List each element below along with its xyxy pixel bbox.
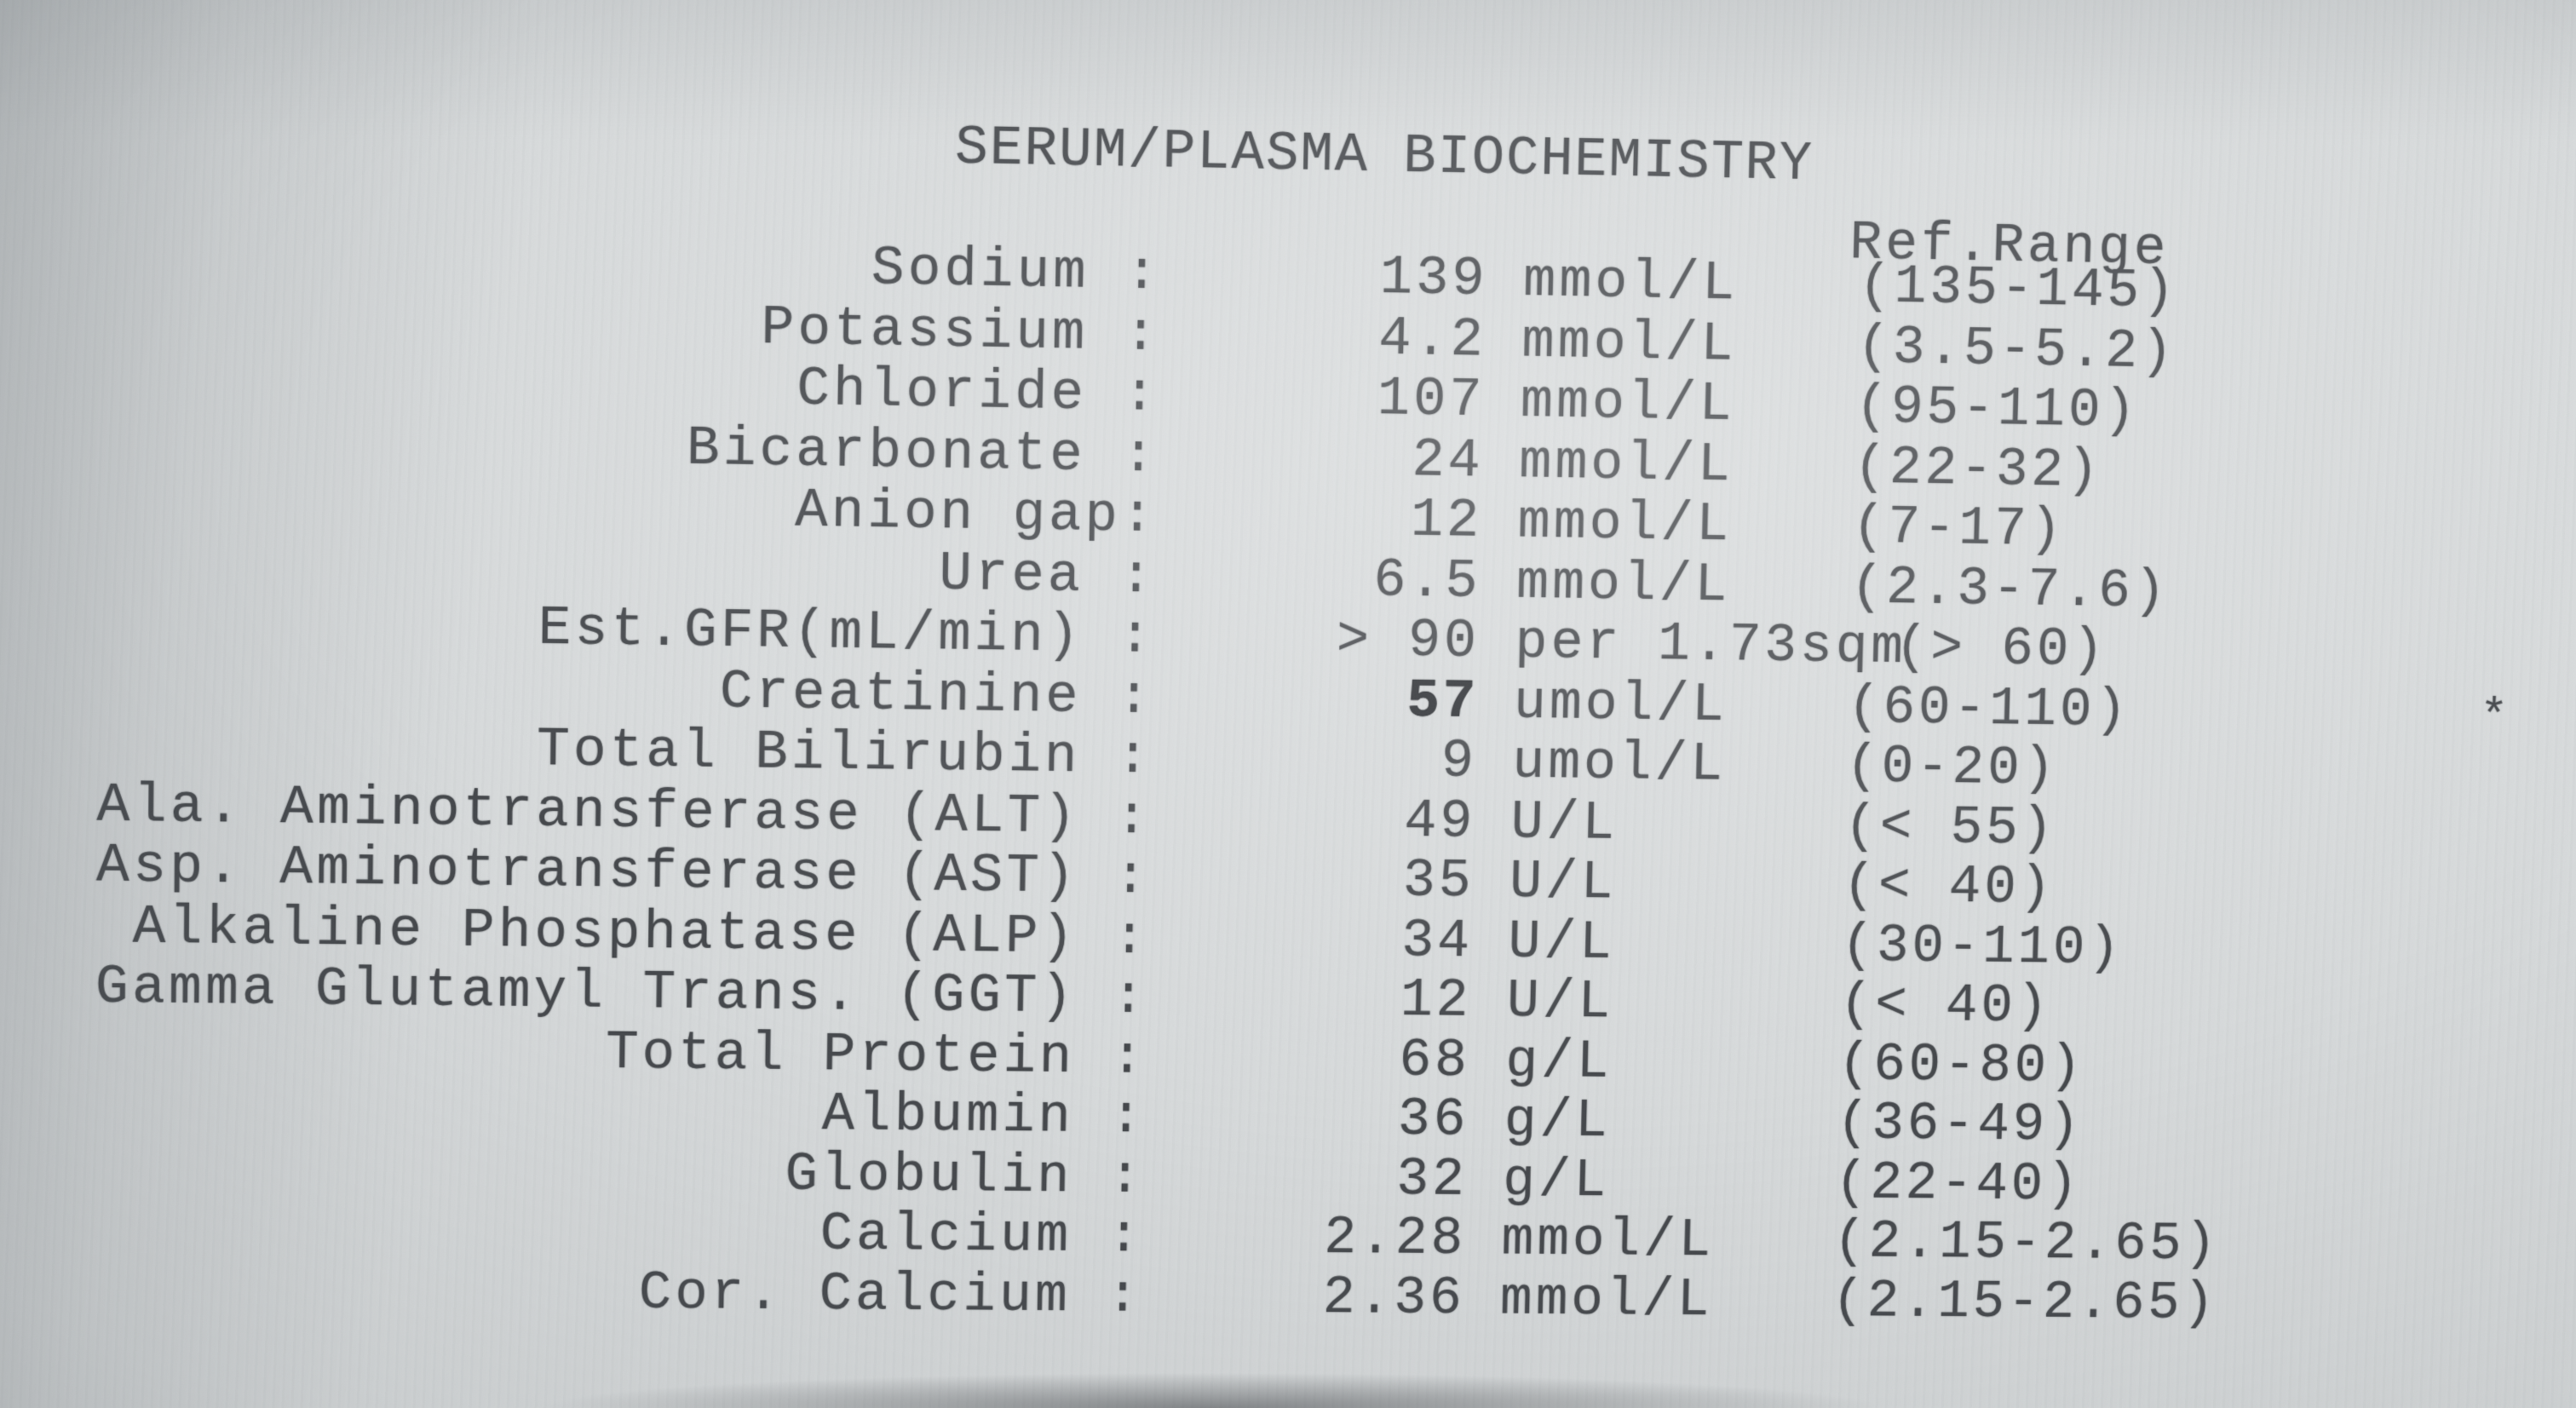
abnormal-flag-asterisk (2461, 1218, 2463, 1277)
abnormal-flag-asterisk (2489, 389, 2491, 449)
abnormal-flag-asterisk (2464, 1160, 2465, 1219)
ref-range: (< 40) (1842, 856, 2056, 919)
results-table: Sodium : 139 mmol/L (135-145) Potassium … (0, 223, 2554, 1336)
test-unit: U/L (1509, 792, 1619, 855)
test-unit: mmol/L (1516, 492, 1733, 557)
test-name: Cor. Calcium : (638, 1263, 1143, 1327)
ref-range: (95-110) (1854, 377, 2140, 443)
test-value: 6.5 (1372, 550, 1482, 613)
test-value: 57 (1406, 671, 1480, 733)
abnormal-flag-asterisk (2459, 1277, 2461, 1336)
test-unit: umol/L (1513, 672, 1728, 737)
test-unit: mmol/L (1522, 250, 1739, 316)
test-name: Calcium : (819, 1204, 1144, 1267)
test-unit: g/L (1502, 1151, 1610, 1212)
ref-range: (2.15-2.65) (1832, 1212, 2221, 1275)
ref-range: (3.5-5.2) (1856, 317, 2177, 383)
ref-range: (2.15-2.65) (1831, 1272, 2219, 1334)
abnormal-flag-asterisk: * (2479, 689, 2512, 744)
ref-range: (22-32) (1853, 437, 2103, 503)
test-unit: g/L (1503, 1091, 1612, 1152)
ref-range: (60-80) (1837, 1035, 2086, 1097)
test-value: > 90 (1336, 610, 1481, 673)
test-value: 49 (1403, 791, 1477, 853)
abnormal-flag-asterisk (2481, 628, 2482, 687)
test-unit: mmol/L (1499, 1269, 1714, 1331)
ref-range: (135-145) (1857, 256, 2179, 324)
abnormal-flag-asterisk (2467, 1042, 2469, 1101)
test-value: 68 (1398, 1031, 1471, 1092)
test-unit: mmol/L (1500, 1210, 1715, 1272)
abnormal-flag-asterisk (2483, 568, 2485, 628)
abnormal-flag-asterisk (2475, 806, 2476, 865)
test-unit: g/L (1504, 1032, 1613, 1093)
test-unit: mmol/L (1521, 311, 1738, 376)
test-name: Albumin : (821, 1085, 1147, 1149)
abnormal-flag-asterisk (2465, 1101, 2467, 1159)
test-unit: U/L (1506, 972, 1614, 1034)
ref-range: (7-17) (1851, 497, 2066, 561)
abnormal-flag-asterisk (2477, 746, 2479, 806)
abnormal-flag-asterisk (2493, 269, 2494, 329)
test-value: 4.2 (1377, 308, 1487, 372)
test-name: Gamma Glutamyl Trans. (GGT) : (95, 957, 1149, 1029)
test-unit: umol/L (1511, 733, 1727, 796)
test-value: 24 (1411, 430, 1485, 492)
abnormal-flag-asterisk (2491, 330, 2493, 389)
test-unit: mmol/L (1515, 552, 1732, 617)
test-name: Globulin : (784, 1145, 1146, 1209)
ref-range: (> 60) (1894, 618, 2108, 682)
test-unit: U/L (1509, 853, 1618, 915)
ref-range: (0-20) (1845, 737, 2059, 801)
test-value: 139 (1379, 248, 1489, 312)
test-value: 36 (1397, 1090, 1470, 1152)
test-value: 2.28 (1323, 1209, 1468, 1270)
test-unit: U/L (1507, 912, 1616, 974)
abnormal-flag-asterisk (2469, 983, 2470, 1042)
ref-range: (36-49) (1836, 1094, 2084, 1157)
test-value: 107 (1377, 369, 1486, 433)
ref-range: (2.3-7.6) (1849, 557, 2171, 623)
abnormal-flag-asterisk (2487, 449, 2488, 509)
test-value: 9 (1440, 732, 1478, 793)
test-unit: per 1.73sqm (1514, 612, 1907, 679)
test-value: 12 (1410, 491, 1483, 553)
ref-range: (< 55) (1843, 796, 2057, 860)
test-unit: mmol/L (1518, 432, 1734, 497)
test-value: 12 (1400, 971, 1473, 1032)
test-value: 34 (1400, 911, 1474, 973)
abnormal-flag-asterisk (2473, 865, 2475, 923)
report-title: SERUM/PLASMA BIOCHEMISTRY (954, 118, 1814, 196)
test-value: 32 (1395, 1150, 1469, 1210)
test-unit: mmol/L (1520, 371, 1736, 436)
ref-range: (30-110) (1840, 916, 2125, 980)
abnormal-flag-asterisk (2471, 924, 2473, 983)
ref-range: (22-40) (1834, 1153, 2083, 1215)
ref-range: (< 40) (1838, 975, 2052, 1038)
test-value: 35 (1402, 851, 1475, 913)
ref-range: (60-110) (1846, 677, 2131, 742)
test-name: Total Protein : (605, 1023, 1147, 1089)
abnormal-flag-asterisk (2485, 509, 2487, 568)
test-value: 2.36 (1322, 1267, 1466, 1330)
